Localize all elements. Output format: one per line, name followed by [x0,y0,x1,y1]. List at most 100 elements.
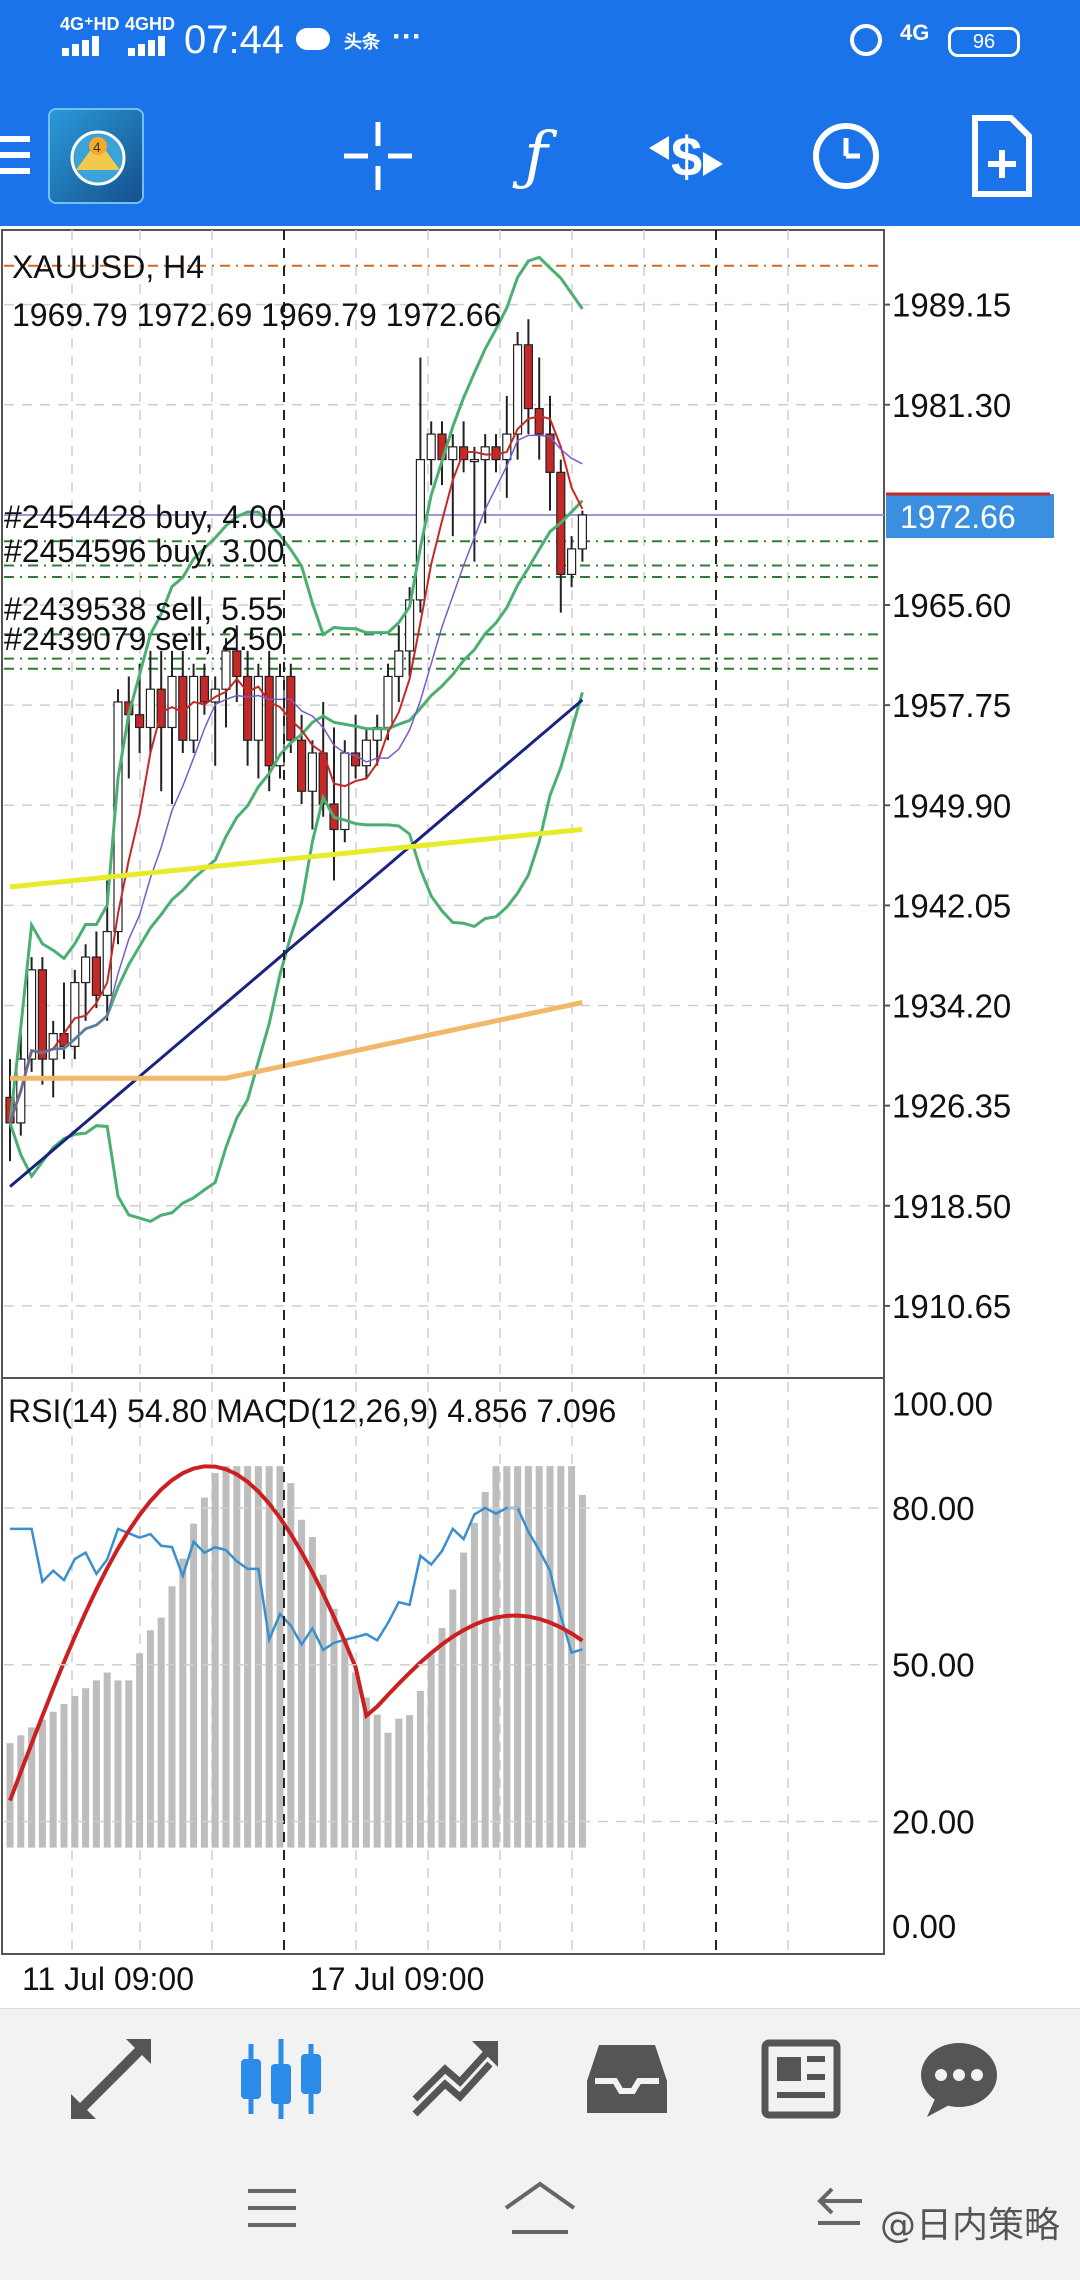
price-tick-label: 1989.15 [892,287,1011,324]
svg-text:4: 4 [93,139,101,155]
macd-histogram-bar [395,1718,403,1848]
macd-histogram-bar [341,1639,349,1848]
macd-histogram-bar [438,1628,446,1848]
price-tick-label: 1918.50 [892,1188,1011,1225]
nav-news[interactable] [746,2024,856,2134]
candle-body [577,514,588,550]
indicator-tick-label: 20.00 [892,1803,975,1840]
date-label-1: 11 Jul 09:00 [22,1961,194,1997]
chat-bubble-icon [921,2043,997,2117]
current-price-label: 1972.66 [900,499,1016,535]
ma-mid-line [9,434,583,1124]
status-bar: 4G⁺HD 4GHD 07:44 头条 ··· 4G 96 [0,0,1080,90]
candle-body [253,675,263,741]
back-nav-button[interactable] [780,2168,900,2248]
price-axis: 1989.15 1981.30 1965.60 1957.75 1949.90 1942.… [884,287,1011,1325]
more-icon: ··· [392,20,422,53]
order-label-2: #2454596 buy, 3.00 [4,533,285,569]
macd-histogram-bar [71,1696,79,1848]
price-chart[interactable]: XAUUSD, H4 1969.79 1972.69 1969.79 1972.… [0,226,1080,2006]
macd-histogram-bar [276,1466,284,1848]
chart-ohlc: 1969.79 1972.69 1969.79 1972.66 [12,297,501,333]
indicators-button[interactable]: ƒ [486,106,586,206]
order-label-4: #2439079 sell, 2.50 [4,621,283,657]
candle-body [512,344,523,435]
macd-histogram-bar [503,1466,511,1848]
price-tick-label: 1981.30 [892,387,1011,424]
macd-histogram-bar [330,1608,338,1848]
candle-body [80,956,91,984]
bollinger-upper-line [8,255,584,1124]
macd-histogram-bar [319,1574,327,1848]
candle-body [167,675,177,729]
price-tick-label: 1965.60 [892,587,1011,624]
back-icon [817,2187,862,2225]
menu-nav-button[interactable] [212,2168,332,2248]
candle-body [232,650,242,678]
home-nav-button[interactable] [480,2168,600,2248]
candle-body [351,752,361,767]
macd-histogram-bar [60,1703,68,1848]
macd-histogram-bar [200,1497,208,1848]
menu-lines-icon [248,2189,296,2227]
dollar-arrows-icon: $ [649,125,723,188]
candle-body [523,344,534,410]
candle-body [448,446,458,461]
macd-histogram-bar [352,1672,360,1848]
macd-histogram-bar [449,1589,457,1848]
indicator-axis: 100.00 80.00 50.00 20.00 0.00 [4,1385,993,1945]
macd-histogram-bar [17,1735,25,1848]
indicator-tick-label: 0.00 [892,1908,956,1945]
macd-histogram-bar [492,1466,500,1848]
candle-body [135,714,145,729]
date-label-2: 17 Jul 09:00 [310,1961,484,1997]
nav-history[interactable] [572,2024,682,2134]
trade-button[interactable]: $ [636,106,736,206]
indicator-tick-label: 100.00 [892,1385,993,1422]
nav-chart[interactable] [226,2024,336,2134]
macd-histogram-bar [298,1519,306,1848]
candle-body [70,981,80,1047]
macd-histogram-bar [82,1688,90,1848]
macd-histogram-bar [384,1732,392,1848]
price-tick-label: 1910.65 [892,1288,1011,1325]
hamburger-icon[interactable] [0,136,30,180]
chart-symbol: XAUUSD, H4 [12,249,204,285]
new-order-button[interactable] [952,106,1052,206]
ma-yellow-line [9,826,583,890]
candle-body [199,675,209,703]
app-badge: 头条 [344,32,380,52]
nav-trade[interactable] [400,2024,510,2134]
candle-body [27,969,37,1060]
macd-histogram-bar [92,1680,100,1848]
macd-histogram-bar [157,1617,165,1848]
macd-histogram-bar [578,1494,586,1848]
price-tick-label: 1934.20 [892,988,1011,1025]
macd-histogram-bar [146,1630,154,1848]
cloud-icon [296,28,330,50]
current-price-box [886,494,1054,538]
macd-histogram-bar [481,1491,489,1848]
macd-histogram-bar [287,1483,295,1848]
candle-body [383,675,393,729]
candle-body [469,459,479,463]
crosshair-button[interactable] [328,106,428,206]
macd-histogram-bar [168,1586,176,1848]
function-icon: ƒ [524,119,548,193]
inbox-icon [587,2045,667,2113]
newspaper-icon [761,2039,841,2119]
metatrader-logo[interactable]: 4 [48,108,144,204]
timeframe-button[interactable] [796,106,896,206]
candle-body [361,739,371,767]
nav-messages[interactable] [904,2024,1014,2134]
macd-histogram-bar [470,1522,478,1848]
nav-quotes[interactable] [56,2024,166,2134]
macd-histogram-bar [524,1466,532,1848]
chart-area[interactable]: XAUUSD, H4 1969.79 1972.69 1969.79 1972.… [0,226,1080,2006]
macd-histogram-bar [244,1466,252,1848]
macd-histogram-bar [254,1466,262,1848]
clock-time: 07:44 [184,18,285,62]
macd-histogram-bar [362,1697,370,1848]
macd-histogram-bar [190,1523,198,1848]
macd-histogram-bar [568,1466,576,1848]
